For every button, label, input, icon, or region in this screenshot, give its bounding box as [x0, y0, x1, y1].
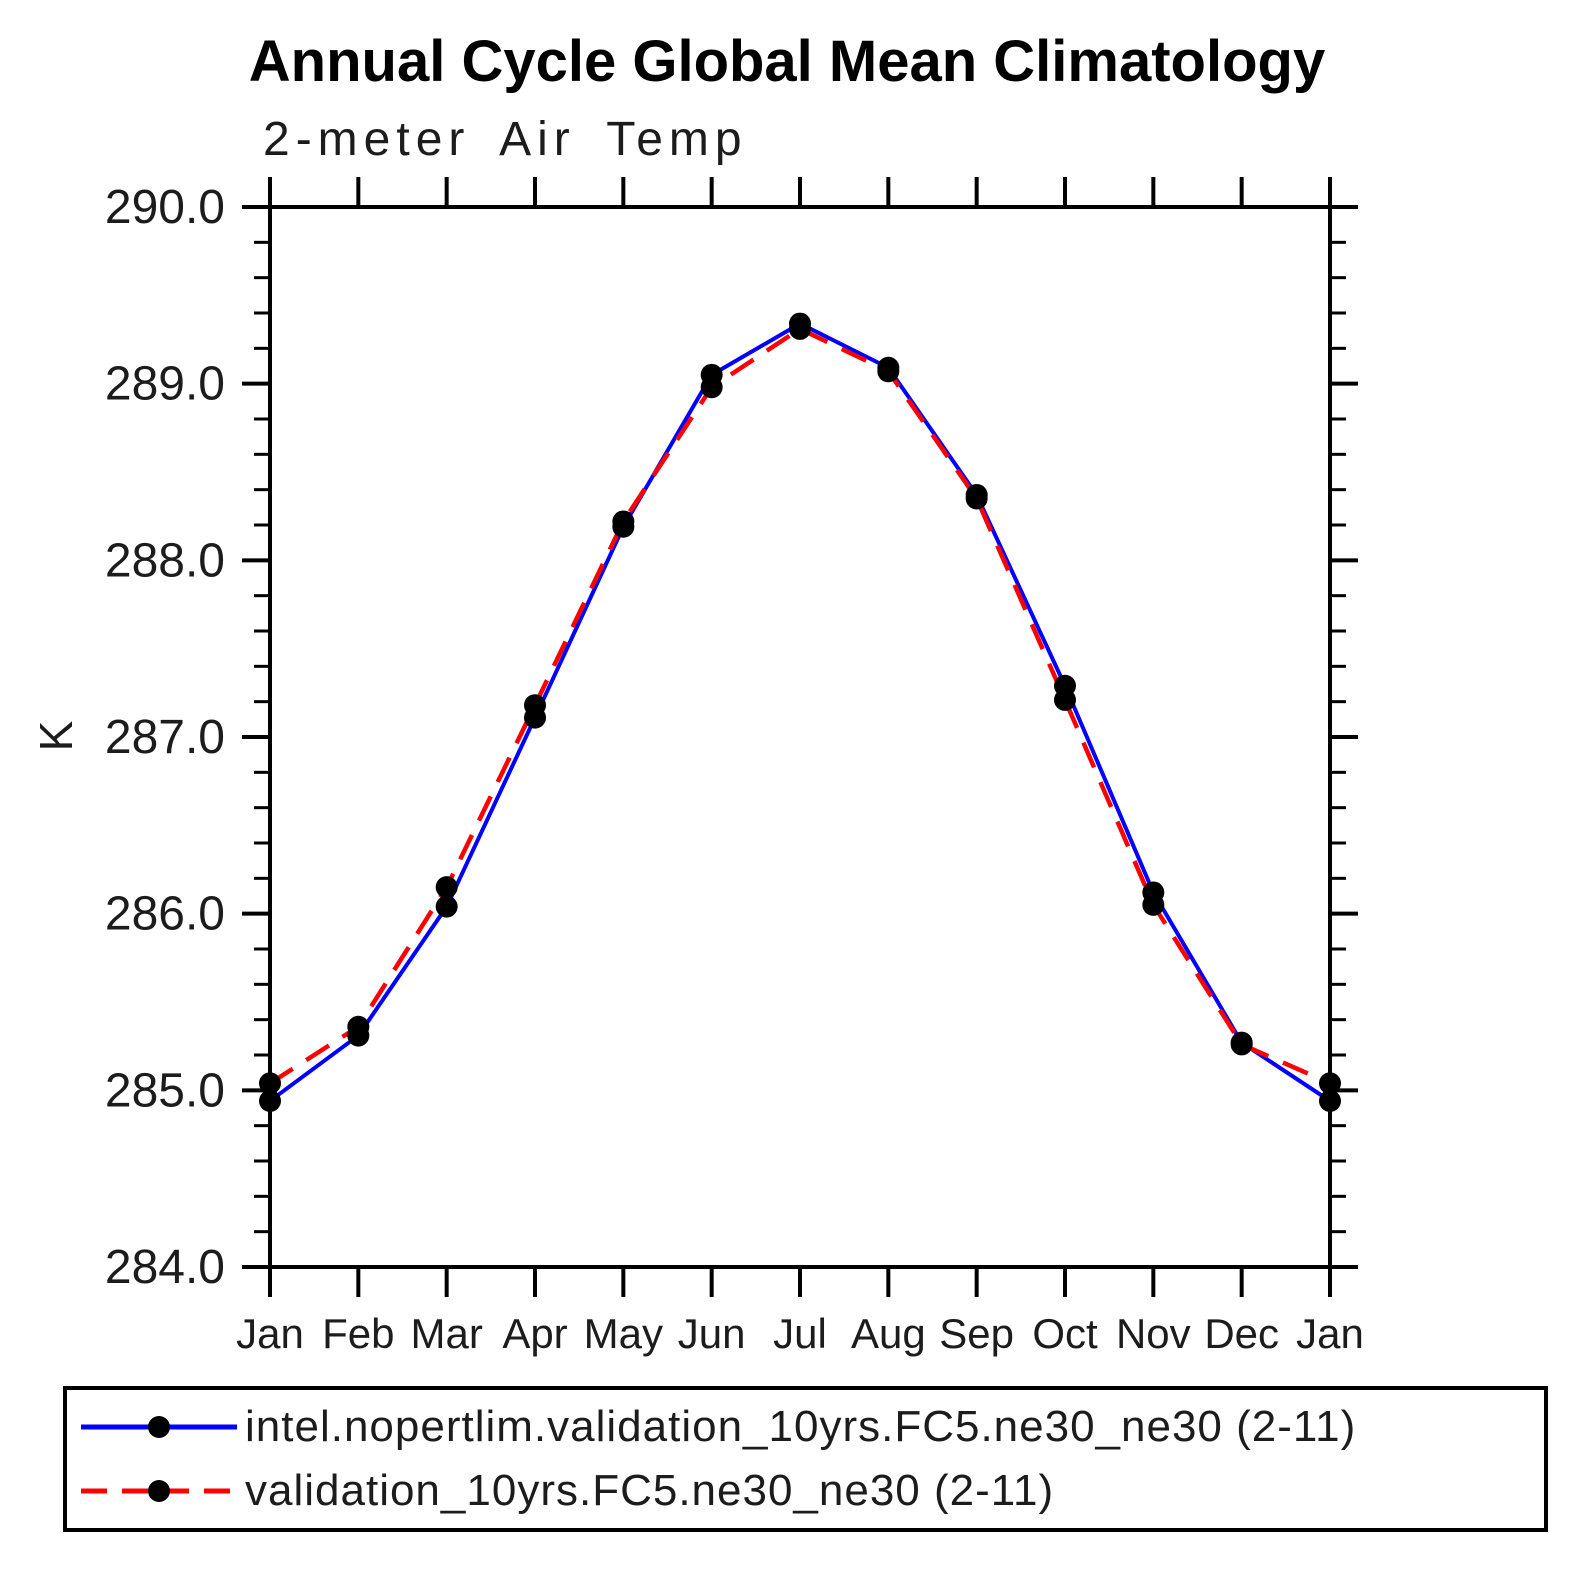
data-point-marker: [1319, 1089, 1341, 1112]
plot-frame: [268, 205, 1332, 1269]
data-point-marker: [259, 1089, 281, 1112]
x-axis-ticks: Jan Feb Mar Apr May Jun Jul Aug Sep Oct Nov Dec Jan: [236, 177, 1364, 1357]
data-point-marker: [435, 876, 458, 899]
data-point-marker: [789, 317, 811, 340]
legend-box: intel.nopertlim.validation_10yrs.FC5.ne3…: [63, 1386, 1548, 1532]
legend-label-series-2: validation_10yrs.FC5.ne30_ne30 (2-11): [245, 1466, 1055, 1516]
legend-marker-dot-icon: [148, 1415, 170, 1438]
line-plot-svg: 284.0 285.0 286.0 287.0 288.0 289.0 290.0 Jan Fe…: [105, 177, 1364, 1357]
x-tick-label: Aug: [851, 1310, 926, 1357]
x-tick-label: Oct: [1032, 1310, 1098, 1357]
series-line-2: [268, 326, 1331, 1086]
x-tick-label: Jun: [678, 1310, 746, 1357]
data-point-marker: [700, 376, 723, 399]
legend-marker-dot-icon: [148, 1480, 170, 1503]
legend-row-series-1: intel.nopertlim.validation_10yrs.FC5.ne3…: [75, 1399, 1544, 1455]
y-tick-label: 288.0: [105, 534, 225, 587]
x-tick-label: Dec: [1204, 1310, 1279, 1357]
y-tick-label: 286.0: [105, 888, 225, 941]
data-point-marker: [1319, 1072, 1341, 1095]
x-tick-label: Apr: [502, 1310, 567, 1357]
data-point-marker: [435, 895, 458, 918]
x-tick-label: May: [584, 1310, 663, 1357]
data-point-marker: [259, 1072, 281, 1095]
legend-label-series-1: intel.nopertlim.validation_10yrs.FC5.ne3…: [245, 1401, 1357, 1451]
x-tick-label: Jul: [773, 1310, 827, 1357]
chart-subtitle: 2-meter Air Temp: [263, 113, 748, 166]
data-point-marker: [1142, 893, 1165, 916]
x-tick-label: Jan: [1296, 1310, 1364, 1357]
data-point-marker: [524, 694, 546, 717]
x-tick-label: Nov: [1116, 1310, 1191, 1357]
y-axis-ticks: 284.0 285.0 286.0 287.0 288.0 289.0 290.0: [105, 181, 1358, 1294]
y-tick-label: 287.0: [105, 711, 225, 764]
data-point-marker: [1054, 688, 1076, 711]
series-markers-2: [259, 317, 1341, 1095]
data-point-marker: [612, 510, 635, 533]
series-markers-1: [259, 312, 1341, 1112]
chart-title: Annual Cycle Global Mean Climatology: [248, 29, 1326, 94]
series-line-1: [268, 321, 1332, 1103]
x-tick-label: Sep: [939, 1310, 1014, 1357]
data-point-marker: [347, 1015, 370, 1038]
y-tick-label: 289.0: [105, 358, 225, 411]
legend-sample-dashed-red-line: [81, 1480, 237, 1503]
y-tick-label: 290.0: [105, 181, 225, 234]
y-tick-label: 284.0: [105, 1241, 225, 1294]
x-tick-label: Jan: [236, 1310, 304, 1357]
x-tick-label: Feb: [322, 1310, 394, 1357]
x-tick-label: Mar: [410, 1310, 482, 1357]
legend-row-series-2: validation_10yrs.FC5.ne30_ne30 (2-11): [75, 1463, 1544, 1519]
data-point-marker: [1230, 1033, 1253, 1056]
y-tick-label: 285.0: [105, 1064, 225, 1117]
legend-sample-solid-blue-line: [81, 1415, 237, 1438]
data-point-marker: [877, 360, 900, 383]
data-point-marker: [965, 487, 988, 510]
